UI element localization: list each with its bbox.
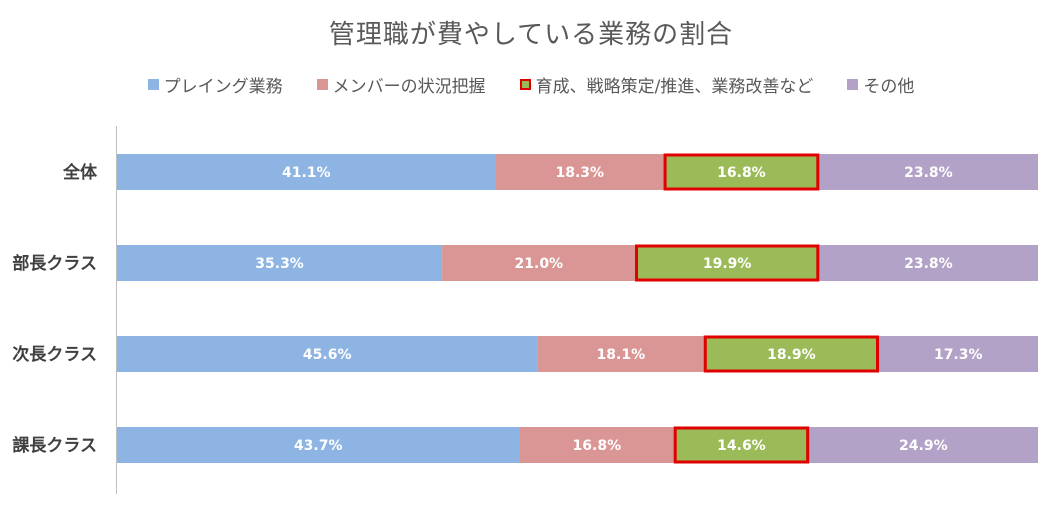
legend-swatch — [147, 79, 159, 90]
highlight-border — [703, 335, 880, 373]
legend-swatch — [847, 79, 859, 90]
data-label: 43.7% — [294, 438, 343, 454]
bar-segment — [674, 427, 809, 463]
bar-segment — [117, 336, 538, 372]
data-label: 17.3% — [934, 347, 983, 363]
legend-swatch — [316, 79, 328, 90]
chart-title: 管理職が費やしている業務の割合 — [328, 20, 734, 50]
data-label: 23.8% — [904, 256, 953, 272]
data-label: 23.8% — [904, 165, 953, 181]
legend-label: その他 — [863, 77, 915, 97]
category-label: 全体 — [62, 162, 98, 183]
legend-item: メンバーの状況把握 — [316, 72, 486, 97]
category-label: 部長クラス — [12, 253, 97, 274]
bar-segment — [117, 427, 520, 463]
bar-segment — [537, 336, 705, 372]
legend-label: 育成、戦略策定/推進、業務改善など — [535, 77, 814, 97]
bar-segment — [519, 427, 675, 463]
highlight-border — [635, 244, 820, 282]
category-label: 課長クラス — [12, 435, 97, 456]
data-label: 16.8% — [717, 165, 766, 181]
data-label: 21.0% — [515, 256, 564, 272]
bar-segment — [495, 154, 665, 190]
legend-item: 育成、戦略策定/推進、業務改善など — [519, 72, 814, 97]
bar-segment — [704, 336, 879, 372]
legend-item: プレイング業務 — [147, 72, 283, 97]
legend-swatch — [519, 79, 531, 90]
data-label: 18.3% — [556, 165, 605, 181]
legend-label: プレイング業務 — [163, 77, 283, 97]
data-label: 19.9% — [703, 256, 752, 272]
data-label: 41.1% — [282, 165, 331, 181]
highlight-border — [663, 153, 820, 191]
data-label: 45.6% — [303, 347, 352, 363]
legend-item: その他 — [847, 72, 914, 97]
bar-segment — [808, 427, 1038, 463]
highlight-border — [673, 426, 810, 464]
legend-label: メンバーの状況把握 — [332, 77, 486, 97]
bar-segment — [442, 245, 636, 281]
bar-segment — [664, 154, 819, 190]
bar-segment — [818, 154, 1038, 190]
data-label: 18.9% — [767, 347, 816, 363]
bar-segment — [117, 154, 496, 190]
data-label: 14.6% — [717, 438, 766, 454]
bar-segment — [818, 245, 1038, 281]
data-label: 16.8% — [573, 438, 622, 454]
data-label: 35.3% — [255, 256, 304, 272]
category-label: 次長クラス — [12, 344, 97, 365]
legend: プレイング業務 メンバーの状況把握 育成、戦略策定/推進、業務改善など その他 — [0, 72, 1062, 97]
bar-segment — [635, 245, 819, 281]
bar-segment — [878, 336, 1038, 372]
data-label: 24.9% — [899, 438, 948, 454]
bar-segment — [117, 245, 443, 281]
data-label: 18.1% — [597, 347, 646, 363]
